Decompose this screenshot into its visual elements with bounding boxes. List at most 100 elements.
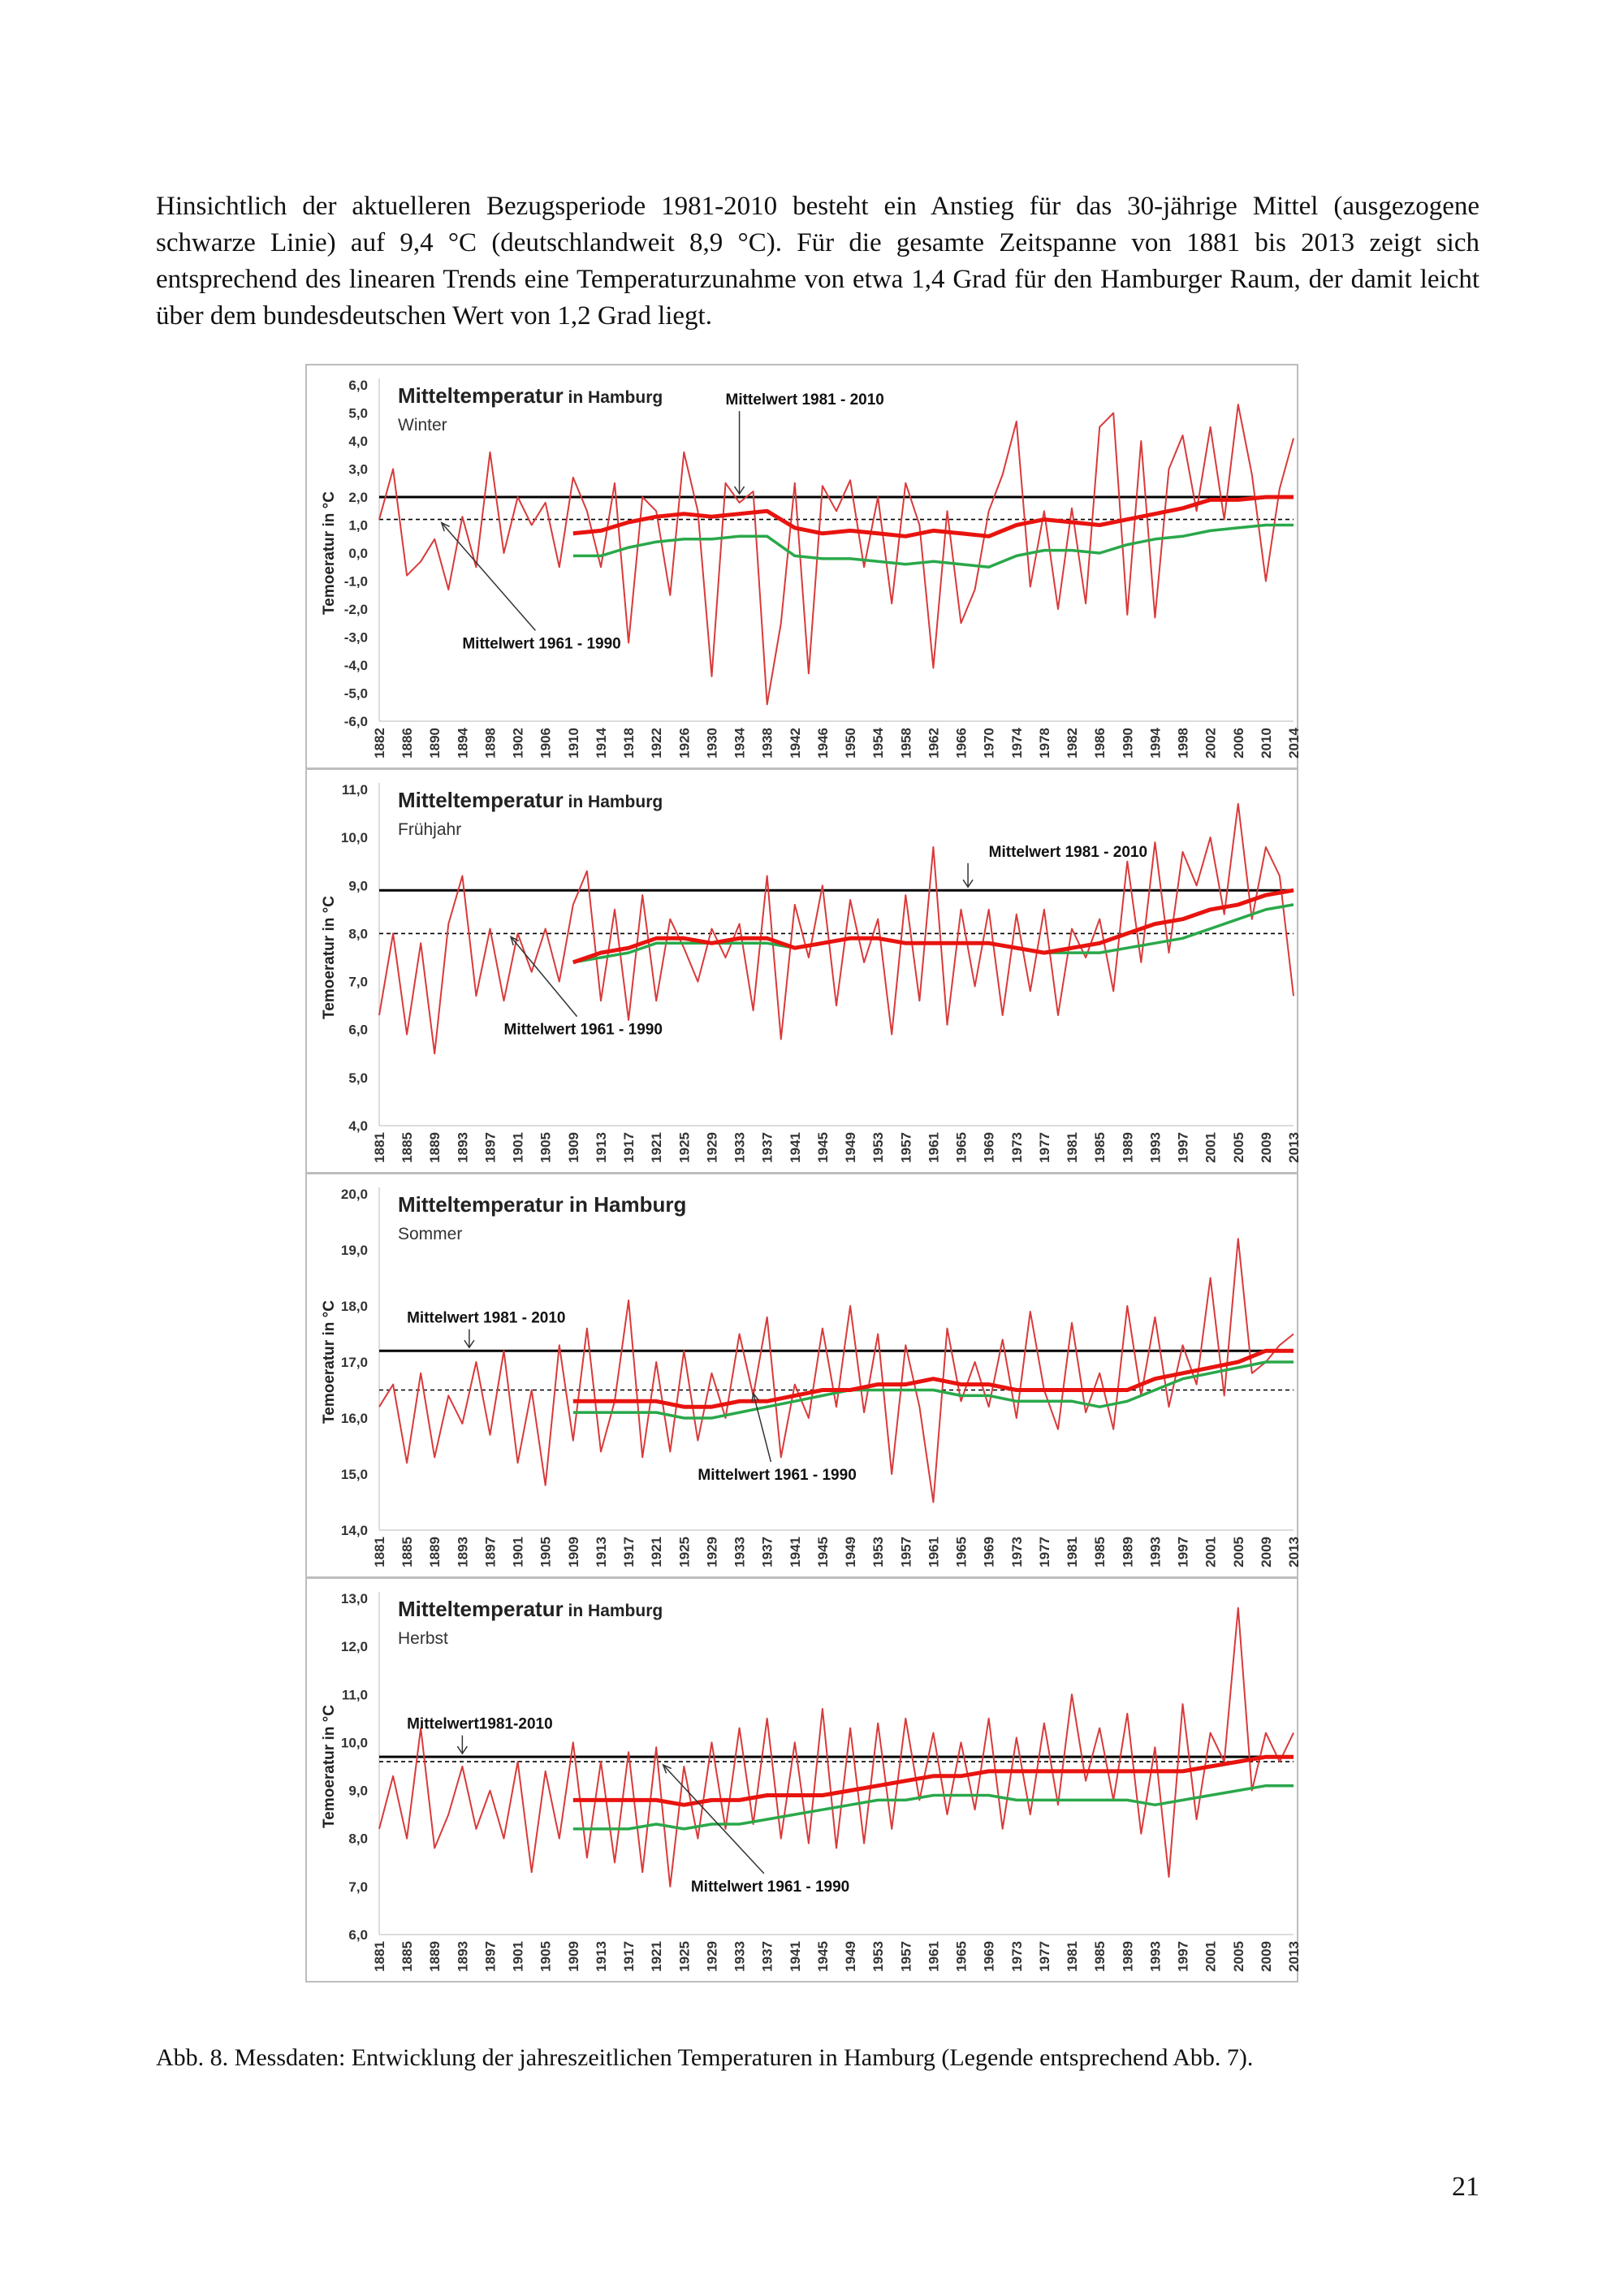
x-tick-label: 1997 [1176, 1941, 1191, 1972]
label-mittelwert-1981-2010: Mittelwert 1981 - 2010 [989, 844, 1147, 861]
x-tick-label: 1949 [843, 1132, 858, 1163]
y-tick-label: 4,0 [348, 434, 368, 449]
x-tick-label: 2005 [1231, 1941, 1246, 1972]
y-tick-label: 11,0 [342, 1687, 368, 1702]
seasonal-temperature-figure: 6,0 5,0 4,0 3,0 2,0 1,0 0,0 -1,0 -2,0 -3,0 -4,0 -5,… [304, 364, 1299, 1983]
x-tick-label: 1989 [1120, 1941, 1135, 1972]
x-tick-label: 1949 [843, 1941, 858, 1972]
y-tick-label: -3,0 [344, 630, 368, 646]
y-tick-label: 7,0 [348, 975, 368, 990]
x-tick-label: 1882 [372, 728, 387, 759]
x-tick-label: 1945 [815, 1941, 831, 1972]
x-tick-label: 2001 [1203, 1941, 1219, 1972]
x-tick-label: 1985 [1092, 1132, 1108, 1163]
arrow-1961-1990 [441, 522, 536, 631]
x-tick-label: 1921 [649, 1132, 664, 1163]
x-tick-label: 1938 [760, 728, 775, 759]
arrowhead-1981-2010 [456, 1745, 468, 1755]
x-tick-label: 2005 [1231, 1537, 1246, 1567]
x-tick-label: 1990 [1120, 728, 1135, 759]
y-tick-label: 5,0 [348, 406, 368, 422]
arrowhead-1961-1990 [662, 1763, 672, 1774]
y-tick-label: 19,0 [341, 1243, 368, 1258]
x-tick-label: 1913 [594, 1941, 609, 1972]
x-tick-label: 1957 [898, 1132, 914, 1163]
x-tick-label: 1897 [482, 1132, 498, 1163]
y-tick-label: 14,0 [341, 1523, 368, 1538]
y-tick-label: 3,0 [348, 462, 368, 478]
x-tick-label: 1974 [1009, 727, 1025, 758]
y-tick-label: 1,0 [348, 518, 368, 534]
x-tick-label: 2013 [1286, 1941, 1299, 1972]
x-tick-label: 1977 [1037, 1941, 1052, 1972]
arrowhead-1981-2010 [733, 486, 745, 495]
x-tick-label: 1989 [1120, 1537, 1135, 1567]
y-tick-label: 8,0 [348, 1831, 368, 1847]
x-tick-label: 1918 [621, 728, 637, 759]
x-tick-label: 1901 [511, 1941, 526, 1972]
label-mittelwert-1961-1990: Mittelwert 1961 - 1990 [504, 1022, 663, 1039]
spring-panel: 11,0 10,0 9,0 8,0 7,0 6,0 5,0 4,0 1881 1885 1889 18… [304, 768, 1299, 1174]
x-tick-label: 1937 [760, 1132, 775, 1163]
x-tick-label: 1953 [870, 1537, 886, 1567]
x-tick-label: 1941 [788, 1941, 803, 1972]
x-tick-label: 1953 [870, 1941, 886, 1972]
x-tick-label: 1969 [982, 1537, 997, 1567]
arrow-1961-1990 [510, 936, 578, 1018]
label-mittelwert-1981-2010: Mittelwert1981-2010 [407, 1716, 553, 1733]
y-tick-label: 9,0 [348, 1784, 368, 1799]
x-tick-label: 1917 [621, 1132, 637, 1163]
x-tick-label: 1970 [982, 728, 997, 759]
y-tick-label: 7,0 [348, 1879, 368, 1895]
chart-subtitle: Winter [398, 416, 447, 435]
x-tick-label: 1973 [1009, 1537, 1025, 1567]
arrowhead-1961-1990 [440, 521, 450, 532]
x-tick-label: 1886 [400, 728, 415, 759]
x-tick-label: 1921 [649, 1537, 664, 1567]
chart-subtitle: Herbst [398, 1629, 448, 1648]
x-tick-label: 2013 [1286, 1537, 1299, 1567]
x-tick-label: 1890 [427, 728, 443, 759]
x-tick-label: 1965 [954, 1537, 970, 1567]
x-tick-label: 1921 [649, 1941, 664, 1972]
x-tick-label: 1914 [594, 727, 609, 758]
x-tick-label: 1930 [704, 728, 719, 759]
x-tick-label: 1957 [898, 1537, 914, 1567]
y-tick-label: -4,0 [344, 658, 368, 673]
x-tick-label: 2009 [1259, 1132, 1274, 1163]
x-tick-label: 1937 [760, 1537, 775, 1567]
x-tick-label: 1973 [1009, 1132, 1025, 1163]
x-tick-label: 1966 [954, 728, 970, 759]
x-tick-label: 1889 [427, 1537, 443, 1567]
x-tick-label: 1901 [511, 1132, 526, 1163]
series-line-annual [378, 404, 1294, 706]
chart-title: Mitteltemperatur in Hamburg [398, 1597, 663, 1621]
spring-chart: 11,0 10,0 9,0 8,0 7,0 6,0 5,0 4,0 1881 1885 1889 18… [305, 768, 1299, 1174]
series-line-mean-1981-2010 [572, 1348, 1294, 1409]
x-tick-label: 2006 [1231, 728, 1246, 759]
x-tick-label: 1965 [954, 1132, 970, 1163]
y-tick-label: 13,0 [341, 1591, 368, 1606]
x-tick-label: 1953 [870, 1132, 886, 1163]
winter-chart: 6,0 5,0 4,0 3,0 2,0 1,0 0,0 -1,0 -2,0 -3,0 -4,0 -5,… [305, 364, 1299, 769]
x-tick-label: 2005 [1231, 1132, 1246, 1163]
series-line-mean-1981-2010 [572, 1754, 1294, 1807]
y-tick-label: 6,0 [348, 1023, 368, 1038]
x-tick-label: 1881 [372, 1132, 387, 1163]
x-tick-label: 1997 [1176, 1537, 1191, 1567]
y-tick-label: -1,0 [344, 574, 368, 590]
x-tick-label: 1889 [427, 1941, 443, 1972]
y-tick-label: 8,0 [348, 926, 368, 941]
x-tick-label: 1949 [843, 1537, 858, 1567]
x-tick-label: 1905 [538, 1132, 554, 1163]
summer-chart: 20,0 19,0 18,0 17,0 16,0 15,0 14,0 1881 1885 1889… [305, 1173, 1299, 1578]
intro-paragraph: Hinsichtlich der aktuelleren Bezugsperio… [156, 192, 1479, 331]
x-tick-label: 1989 [1120, 1132, 1135, 1163]
y-tick-label: 6,0 [348, 378, 368, 393]
series-line-mean-1961-1990 [572, 523, 1294, 569]
x-tick-label: 1993 [1147, 1941, 1163, 1972]
arrowhead-1961-1990 [751, 1391, 759, 1403]
x-tick-label: 1957 [898, 1941, 914, 1972]
x-tick-label: 1997 [1176, 1132, 1191, 1163]
winter-panel: 6,0 5,0 4,0 3,0 2,0 1,0 0,0 -1,0 -2,0 -3,0 -4,0 -5,… [304, 364, 1299, 770]
